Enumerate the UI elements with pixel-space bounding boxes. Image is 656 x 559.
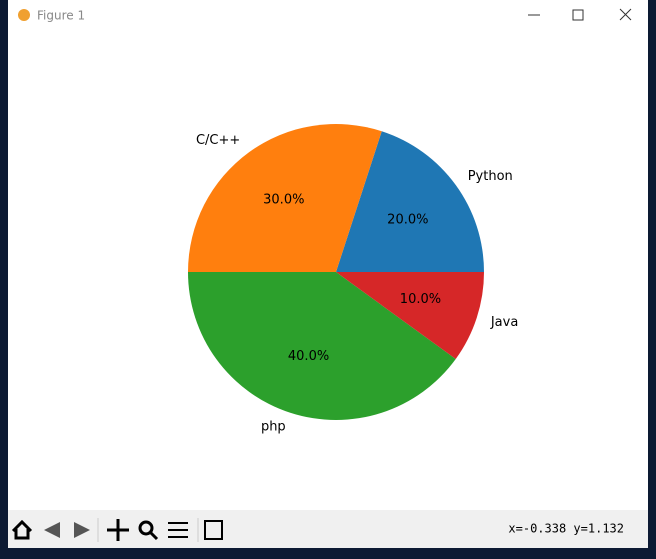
configure-button[interactable] <box>168 522 188 538</box>
cursor-status: x=-0.338 y=1.132 <box>508 522 624 536</box>
forward-button[interactable] <box>74 522 90 538</box>
slice-label: php <box>261 419 286 434</box>
pan-button[interactable] <box>107 519 129 541</box>
pie-slice <box>336 272 484 359</box>
pie-slice <box>336 131 484 272</box>
back-button[interactable] <box>44 522 60 538</box>
home-button[interactable] <box>11 519 33 540</box>
percent-label: 10.0% <box>400 292 441 307</box>
save-button[interactable] <box>204 520 223 540</box>
pie-slice <box>188 123 382 272</box>
title-bar <box>8 0 648 30</box>
slice-label: Python <box>468 169 513 184</box>
slice-label: C/C++ <box>196 133 240 148</box>
pie-chart: Python 20.0% C/C++ 30.0% php 40.0% Java 10.0% <box>188 123 518 434</box>
app-icon <box>18 9 30 21</box>
pie-slice <box>188 272 456 421</box>
percent-label: 40.0% <box>288 349 329 364</box>
percent-label: 30.0% <box>263 193 304 208</box>
zoom-button[interactable] <box>138 520 159 541</box>
percent-label: 20.0% <box>387 212 428 227</box>
slice-label: Java <box>490 315 518 330</box>
close-button[interactable] <box>619 8 632 21</box>
window-title: Figure 1 <box>37 9 85 23</box>
maximize-button[interactable] <box>572 9 584 21</box>
